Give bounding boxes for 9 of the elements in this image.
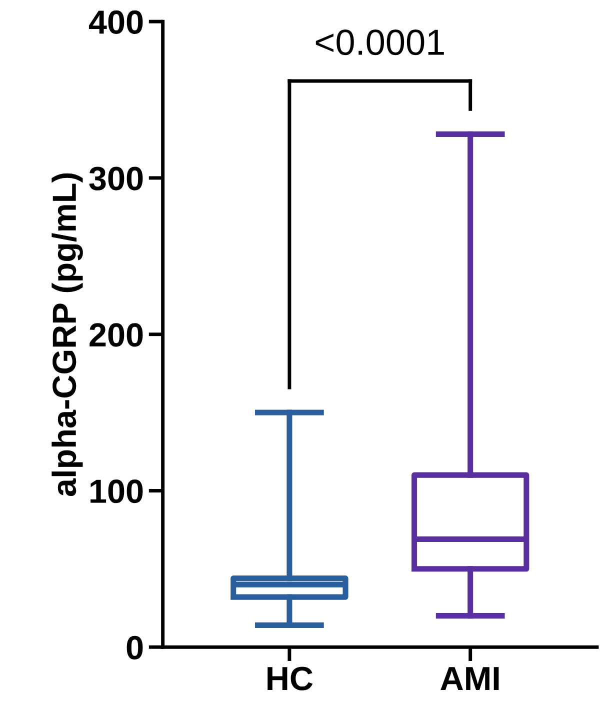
y-tick-label: 400 bbox=[88, 10, 143, 34]
x-tick-label: HC bbox=[268, 666, 313, 690]
y-tick-label: 100 bbox=[90, 480, 143, 504]
y-axis-title: alpha-CGRP (pg/mL) bbox=[52, 173, 83, 496]
y-tick-label: 0 bbox=[126, 636, 143, 660]
annotation: <0.0001 bbox=[316, 30, 444, 56]
x-tick-label: AMI bbox=[440, 667, 499, 690]
y-tick-label: 300 bbox=[89, 166, 143, 190]
y-tick-label: 200 bbox=[90, 323, 143, 347]
